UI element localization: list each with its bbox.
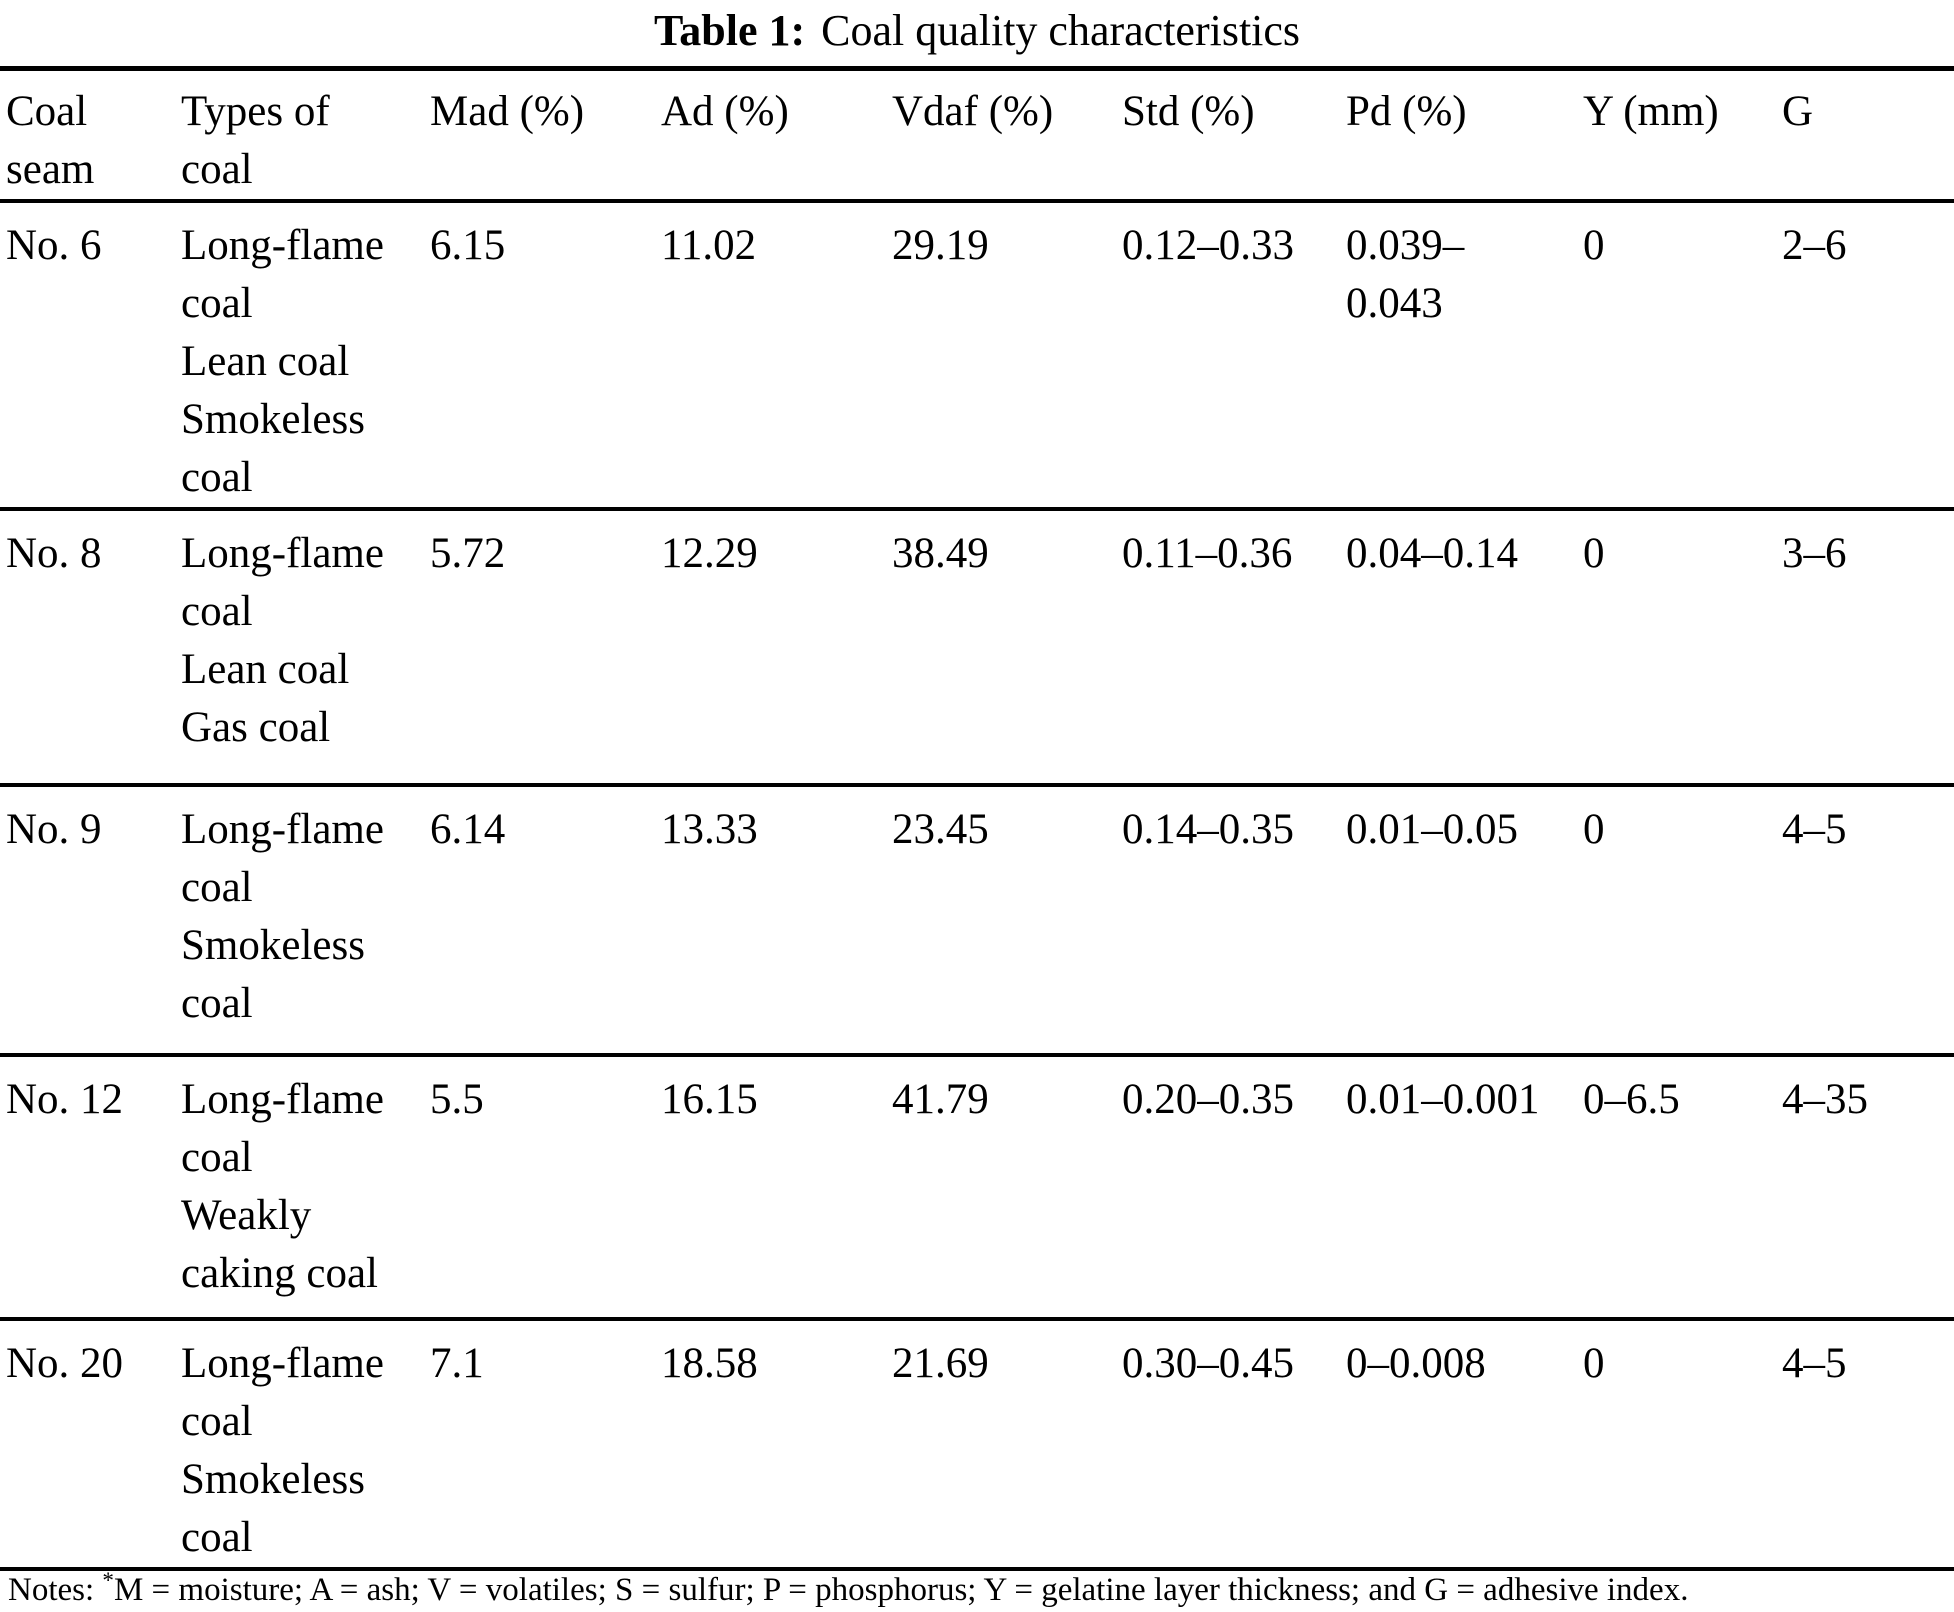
table-row: No. 12 Long-flame coal Weakly caking coa… [0,1055,1954,1319]
coal-type: Long-flame coal [181,1076,384,1181]
column-header-mad: Mad (%) [430,88,585,135]
cell-std: 0.20–0.35 [1122,1076,1294,1123]
coal-type: Lean coal [181,338,350,385]
cell-vdaf: 29.19 [892,222,989,269]
table-body: No. 6 Long-flame coal Lean coal Smokeles… [0,201,1954,1569]
column-header-coal-seam: Coal seam [6,88,95,193]
notes-text: M = moisture; A = ash; V = volatiles; S … [113,1572,1689,1608]
column-header-std: Std (%) [1122,88,1255,135]
cell-mad: 6.14 [430,806,506,853]
coal-type: Long-flame coal [181,222,384,327]
cell-ad: 18.58 [661,1340,758,1387]
cell-ad: 12.29 [661,530,758,577]
table-notes: Notes: *M = moisture; A = ash; V = volat… [0,1568,1954,1608]
cell-coal-seam: No. 12 [6,1076,124,1123]
cell-ad: 13.33 [661,806,758,853]
notes-label: Notes: [8,1572,103,1608]
cell-vdaf: 21.69 [892,1340,989,1387]
cell-pd: 0–0.008 [1346,1340,1486,1387]
cell-mad: 5.5 [430,1076,484,1123]
cell-mad: 7.1 [430,1340,484,1387]
cell-coal-seam: No. 9 [6,806,102,853]
cell-y: 0 [1583,1340,1605,1387]
coal-type: Lean coal [181,646,350,693]
cell-pd: 0.01–0.05 [1346,806,1518,853]
cell-ad: 11.02 [661,222,757,269]
table-row: No. 20 Long-flame coal Smokeless coal 7.… [0,1319,1954,1569]
cell-std: 0.14–0.35 [1122,806,1294,853]
table-header-row: Coal seam Types of coal Mad (%) Ad (%) V… [0,69,1954,202]
coal-type: Smokeless coal [181,1456,365,1561]
cell-y: 0 [1583,806,1605,853]
coal-type: Gas coal [181,704,331,751]
cell-std: 0.30–0.45 [1122,1340,1294,1387]
cell-vdaf: 41.79 [892,1076,989,1123]
coal-quality-table: Coal seam Types of coal Mad (%) Ad (%) V… [0,66,1954,1571]
coal-type: Long-flame coal [181,1340,384,1445]
cell-mad: 5.72 [430,530,506,577]
table-number-label: Table 1: [653,6,806,55]
cell-vdaf: 38.49 [892,530,989,577]
cell-coal-seam: No. 6 [6,222,102,269]
cell-g: 3–6 [1782,530,1847,577]
cell-g: 4–35 [1782,1076,1868,1123]
cell-coal-types: Long-flame coal Smokeless coal [181,1319,430,1569]
cell-std: 0.11–0.36 [1122,530,1293,577]
cell-pd: 0.039–0.043 [1346,222,1465,327]
cell-g: 4–5 [1782,806,1847,853]
table-row: No. 6 Long-flame coal Lean coal Smokeles… [0,201,1954,509]
cell-pd: 0.01–0.001 [1346,1076,1540,1123]
cell-coal-types: Long-flame coal Smokeless coal [181,785,430,1055]
column-header-y: Y (mm) [1583,88,1719,135]
table-row: No. 8 Long-flame coal Lean coal Gas coal… [0,509,1954,785]
cell-coal-types: Long-flame coal Lean coal Smokeless coal [181,201,430,509]
coal-type: Smokeless coal [181,396,365,501]
column-header-types-of-coal: Types of coal [181,88,330,193]
cell-g: 2–6 [1782,222,1847,269]
table-row: No. 9 Long-flame coal Smokeless coal 6.1… [0,785,1954,1055]
cell-coal-seam: No. 8 [6,530,102,577]
column-header-vdaf: Vdaf (%) [892,88,1054,135]
cell-y: 0–6.5 [1583,1076,1680,1123]
cell-std: 0.12–0.33 [1122,222,1294,269]
cell-mad: 6.15 [430,222,506,269]
table-title: Table 1: Coal quality characteristics [0,0,1954,66]
coal-type: Smokeless coal [181,922,365,1027]
cell-coal-types: Long-flame coal Lean coal Gas coal [181,509,430,785]
column-header-pd: Pd (%) [1346,88,1467,135]
footnote-star: * [102,1567,114,1593]
cell-y: 0 [1583,222,1605,269]
cell-vdaf: 23.45 [892,806,989,853]
cell-pd: 0.04–0.14 [1346,530,1518,577]
table-caption: Coal quality characteristics [821,6,1301,55]
column-header-g: G [1782,88,1814,135]
cell-coal-types: Long-flame coal Weakly caking coal [181,1055,430,1319]
coal-type: Long-flame coal [181,806,384,911]
coal-type: Long-flame coal [181,530,384,635]
cell-g: 4–5 [1782,1340,1847,1387]
cell-ad: 16.15 [661,1076,758,1123]
coal-type: Weakly caking coal [181,1192,378,1297]
cell-y: 0 [1583,530,1605,577]
column-header-ad: Ad (%) [661,88,789,135]
cell-coal-seam: No. 20 [6,1340,124,1387]
